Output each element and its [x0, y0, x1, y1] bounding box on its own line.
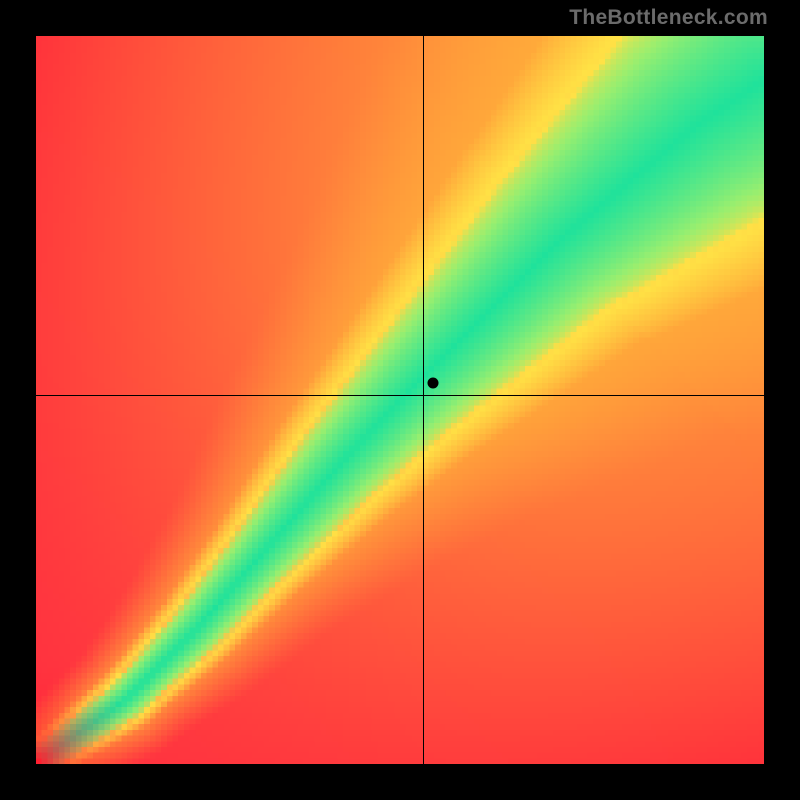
heatmap-canvas: [36, 36, 764, 764]
plot-area: [36, 36, 764, 764]
crosshair-point: [428, 377, 439, 388]
crosshair-horizontal: [36, 395, 764, 396]
watermark-text: TheBottleneck.com: [569, 6, 768, 30]
crosshair-vertical: [423, 36, 424, 764]
